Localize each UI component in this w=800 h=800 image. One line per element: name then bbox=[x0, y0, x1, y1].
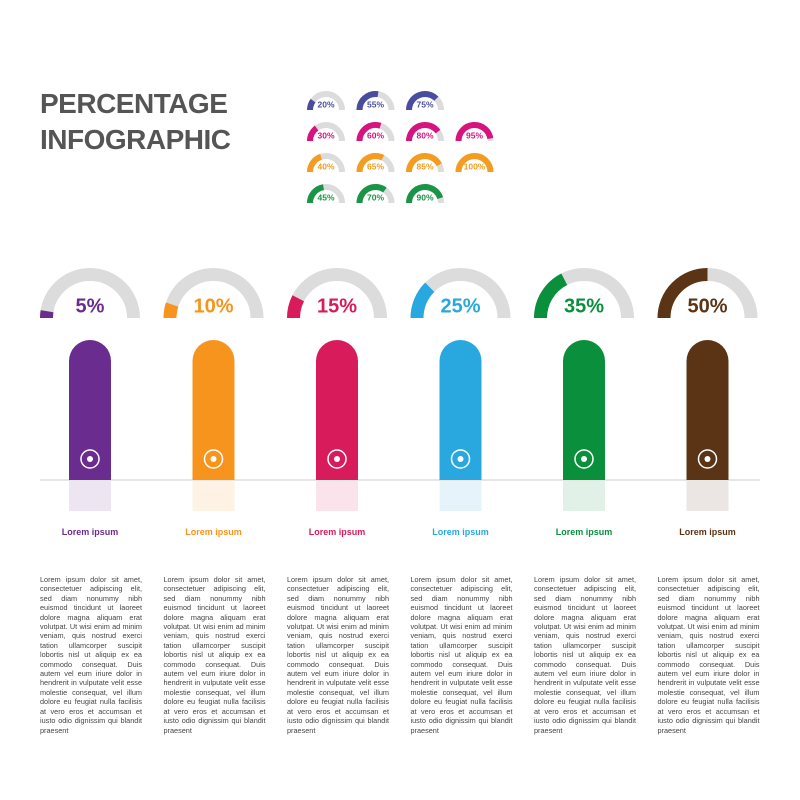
reflection bbox=[192, 481, 235, 511]
pillar bbox=[439, 340, 482, 480]
gauge-arc bbox=[455, 153, 494, 173]
gauge-label: 85% bbox=[416, 162, 433, 172]
gauge-label: 80% bbox=[416, 131, 433, 141]
gauge-label: 20% bbox=[317, 100, 334, 110]
gauge-arc bbox=[410, 282, 435, 319]
gauge-arc bbox=[307, 184, 325, 204]
icon-dot bbox=[581, 456, 587, 462]
gauge-arc bbox=[455, 122, 494, 142]
gauge-label: 25% bbox=[440, 295, 480, 317]
gauge-label: 35% bbox=[564, 295, 604, 317]
icon-dot bbox=[457, 456, 464, 462]
description: Lorem ipsum dolor sit amet, consectetuer… bbox=[163, 575, 266, 735]
description: Lorem ipsum dolor sit amet, consectetuer… bbox=[287, 575, 389, 735]
category-label: Lorem ipsum bbox=[555, 527, 613, 537]
description: Lorem ipsum dolor sit amet, consectetuer… bbox=[534, 575, 636, 735]
gauge-arc bbox=[356, 184, 387, 204]
icon-dot bbox=[704, 456, 711, 462]
icon-dot bbox=[334, 456, 340, 462]
gauge-label: 45% bbox=[317, 193, 334, 203]
reflection bbox=[69, 481, 111, 511]
gauge-arc bbox=[307, 98, 316, 111]
gauge-arc bbox=[163, 302, 179, 319]
gauge-arc bbox=[287, 295, 305, 319]
pillar bbox=[686, 340, 729, 480]
reflection bbox=[316, 481, 358, 511]
category-label: Lorem ipsum bbox=[61, 527, 119, 537]
icon-dot bbox=[210, 456, 217, 462]
gauge-arc bbox=[356, 122, 382, 142]
icon bbox=[80, 449, 100, 469]
gauge-label: 40% bbox=[317, 162, 334, 172]
icon-dot bbox=[87, 456, 93, 462]
gauge-arc bbox=[406, 153, 442, 173]
gauge-arc bbox=[534, 273, 568, 319]
gauge-label: 65% bbox=[367, 162, 384, 172]
gauge-label: 90% bbox=[416, 193, 433, 203]
gauge-label: 10% bbox=[193, 295, 233, 317]
description: Lorem ipsum dolor sit amet, consectetuer… bbox=[410, 575, 513, 735]
gauge-label: 100% bbox=[464, 162, 486, 172]
category-label: Lorem ipsum bbox=[432, 527, 489, 537]
gauge-label: 30% bbox=[317, 131, 334, 141]
title: PERCENTAGE INFOGRAPHIC bbox=[40, 88, 231, 155]
icon bbox=[450, 449, 471, 469]
icon bbox=[203, 449, 224, 469]
gauge-arc bbox=[307, 153, 323, 173]
description: Lorem ipsum dolor sit amet, consectetuer… bbox=[657, 575, 760, 735]
gauge-arc bbox=[406, 122, 441, 142]
category-label: Lorem ipsum bbox=[679, 527, 736, 537]
gauge-arc bbox=[40, 310, 54, 319]
icon bbox=[574, 449, 594, 469]
gauge-label: 60% bbox=[367, 131, 384, 141]
icon bbox=[327, 449, 347, 469]
gauge-track bbox=[163, 268, 264, 319]
gauge-label: 70% bbox=[367, 193, 384, 203]
pillar bbox=[563, 340, 605, 480]
category-label: Lorem ipsum bbox=[185, 527, 242, 537]
gauge-label: 75% bbox=[416, 100, 433, 110]
gauge-arc bbox=[307, 125, 319, 142]
pillar bbox=[316, 340, 358, 480]
pillar bbox=[192, 340, 235, 480]
gauge-arc bbox=[657, 268, 708, 319]
reflection bbox=[439, 481, 482, 511]
pillar bbox=[69, 340, 111, 480]
gauge-track bbox=[40, 268, 140, 319]
description: Lorem ipsum dolor sit amet, consectetuer… bbox=[40, 575, 142, 735]
gauge-label: 15% bbox=[317, 295, 357, 317]
gauge-arc bbox=[356, 91, 379, 111]
reflection bbox=[686, 481, 729, 511]
gauge-arc bbox=[406, 184, 444, 204]
gauge-label: 55% bbox=[367, 100, 384, 110]
gauge-label: 5% bbox=[76, 295, 105, 317]
reflection bbox=[563, 481, 605, 511]
icon bbox=[697, 449, 718, 469]
gauge-arc bbox=[406, 91, 439, 111]
gauge-label: 95% bbox=[466, 131, 483, 141]
category-label: Lorem ipsum bbox=[308, 527, 366, 537]
gauge-arc bbox=[356, 153, 385, 173]
gauge-label: 50% bbox=[687, 295, 727, 317]
